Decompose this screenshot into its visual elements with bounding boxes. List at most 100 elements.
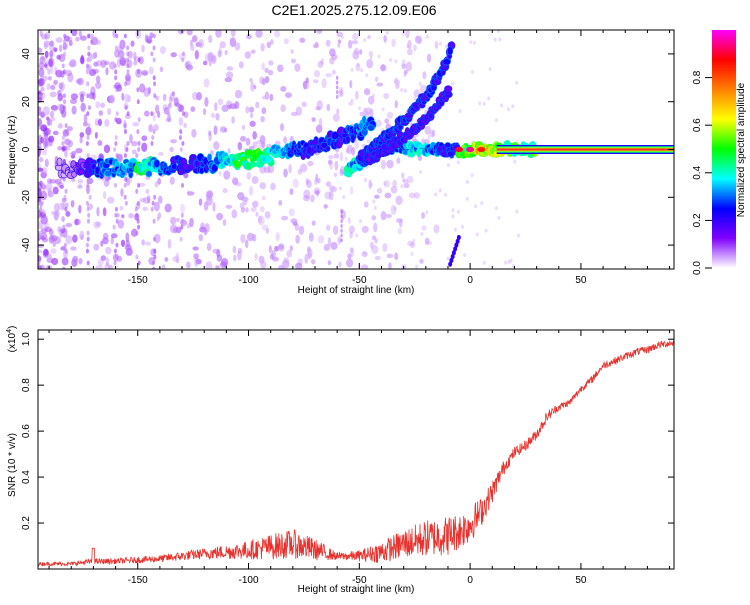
noise-blob	[326, 224, 331, 231]
noise-blob	[229, 103, 237, 110]
noise-blob	[348, 225, 355, 234]
noise-blob	[304, 253, 309, 264]
noise-blob	[484, 228, 488, 233]
noise-blob	[263, 166, 271, 174]
snr-x-tick-label: 0	[467, 575, 473, 586]
noise-blob	[119, 39, 126, 50]
noise-blob	[112, 224, 116, 230]
noise-blob	[203, 227, 208, 236]
noise-blob	[363, 201, 369, 208]
noise-blob	[509, 258, 513, 263]
noise-blob	[245, 207, 249, 213]
noise-blob	[114, 117, 118, 123]
noise-blob	[241, 196, 249, 202]
noise-blob	[64, 148, 68, 158]
noise-blob	[283, 136, 288, 144]
noise-blob	[216, 254, 223, 262]
noise-blob	[227, 148, 231, 155]
noise-blob	[47, 76, 52, 81]
noise-blob	[85, 126, 92, 136]
noise-blob	[46, 137, 52, 143]
noise-blob	[434, 192, 438, 197]
noise-blob	[126, 111, 130, 117]
noise-blob	[266, 143, 272, 149]
noise-blob	[244, 239, 249, 249]
noise-blob	[95, 101, 101, 109]
noise-blob	[190, 44, 195, 51]
noise-blob	[97, 118, 103, 127]
noise-blob	[131, 149, 137, 155]
noise-blob	[194, 256, 199, 267]
noise-blob	[332, 225, 339, 235]
noise-blob	[78, 30, 83, 37]
noise-blob	[123, 33, 127, 39]
noise-blob	[60, 246, 66, 251]
noise-blob	[204, 97, 209, 107]
noise-blob	[151, 260, 155, 266]
noise-blob	[400, 184, 404, 189]
noise-blob	[93, 243, 100, 251]
noise-blob	[240, 135, 247, 142]
noise-blob	[52, 130, 59, 136]
noise-blob	[390, 204, 397, 215]
noise-blob	[50, 104, 58, 111]
noise-blob	[39, 201, 44, 208]
noise-blob	[295, 234, 300, 244]
noise-blob	[372, 93, 376, 98]
noise-blob	[233, 254, 237, 262]
noise-blob	[38, 265, 43, 269]
noise-blob	[487, 96, 491, 101]
noise-blob	[316, 177, 321, 184]
noise-blob	[62, 224, 66, 230]
noise-blob	[325, 39, 331, 47]
noise-blob	[246, 171, 252, 180]
noise-blob	[115, 218, 119, 224]
noise-blob	[438, 41, 442, 46]
noise-blob	[191, 128, 197, 138]
noise-blob	[135, 188, 139, 194]
noise-blob	[260, 115, 265, 123]
noise-blob	[40, 124, 48, 132]
noise-blob	[179, 129, 183, 134]
snr-y-tick-label: 0.4	[21, 470, 32, 484]
noise-blob	[329, 57, 335, 65]
noise-blob	[191, 35, 198, 43]
colorbar-tick-label: 0.8	[692, 70, 703, 84]
noise-blob	[38, 167, 44, 172]
noise-blob	[340, 35, 344, 40]
noise-blob	[181, 57, 185, 63]
noise-blob	[311, 220, 316, 226]
noise-blob	[51, 257, 59, 266]
noise-blob	[52, 242, 56, 247]
noise-blob	[121, 214, 125, 219]
noise-blob	[257, 215, 263, 224]
noise-blob	[220, 257, 229, 267]
noise-blob	[87, 212, 91, 218]
noise-blob	[383, 179, 390, 188]
noise-blob	[126, 141, 130, 146]
noise-blob	[488, 67, 492, 72]
noise-blob	[301, 101, 307, 107]
noise-blob	[383, 92, 390, 100]
noise-blob	[268, 245, 272, 254]
noise-blob	[206, 195, 213, 206]
noise-blob	[283, 168, 288, 178]
spectrogram-x-tick-label: -50	[352, 275, 367, 286]
noise-blob	[126, 63, 130, 69]
noise-blob	[389, 57, 393, 62]
noise-blob	[218, 171, 222, 177]
noise-blob	[260, 43, 265, 52]
noise-blob	[401, 63, 407, 70]
noise-blob	[64, 206, 68, 212]
noise-blob	[43, 140, 47, 150]
noise-blob	[50, 116, 56, 122]
noise-blob	[152, 218, 156, 224]
noise-blob	[277, 64, 284, 73]
noise-blob	[317, 235, 325, 244]
noise-blob	[46, 253, 52, 263]
noise-blob	[405, 30, 410, 39]
noise-blob	[80, 102, 86, 112]
noise-blob	[118, 43, 125, 50]
noise-blob	[137, 260, 141, 266]
noise-blob	[355, 63, 361, 72]
